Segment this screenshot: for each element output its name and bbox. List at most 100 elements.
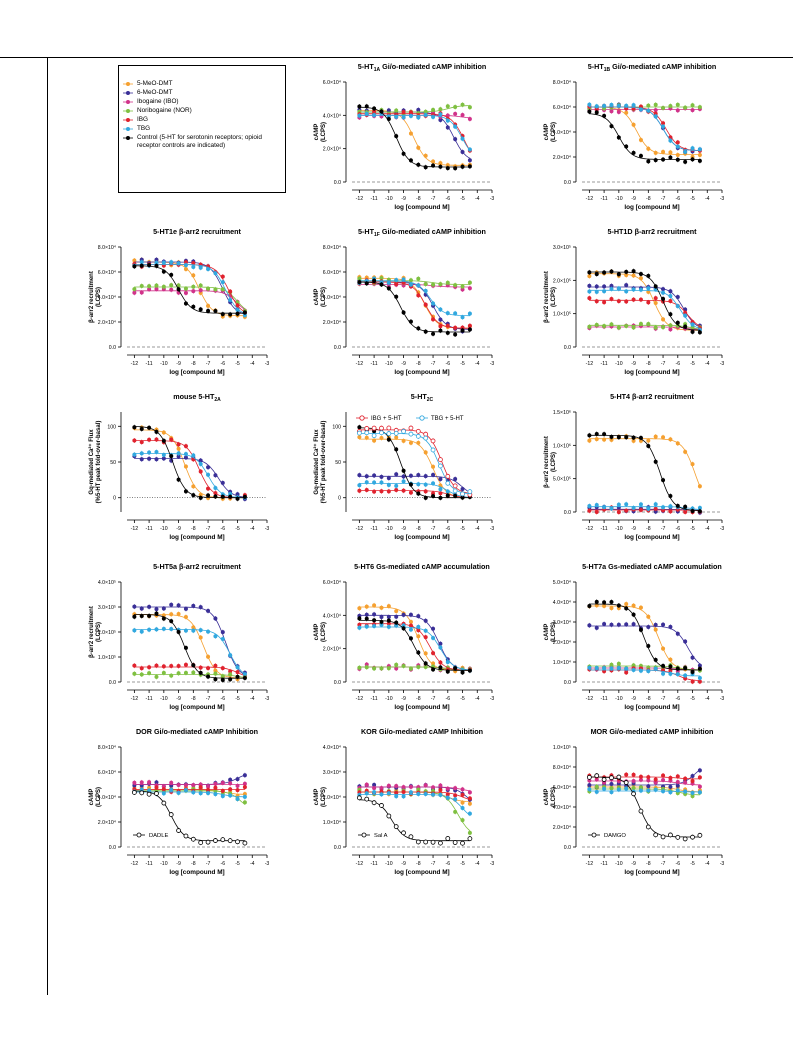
x-tick-label: -9 (176, 526, 181, 532)
data-point (408, 784, 413, 789)
data-point (131, 790, 137, 795)
data-point (668, 832, 673, 838)
data-point (638, 435, 643, 440)
data-point (416, 634, 421, 639)
data-point (379, 480, 384, 485)
fit-curve (359, 475, 471, 493)
data-point (675, 108, 680, 113)
data-point (386, 618, 391, 623)
data-point (460, 670, 465, 675)
x-tick-label: -5 (235, 361, 240, 367)
data-point (372, 624, 377, 629)
data-point (408, 490, 413, 495)
chart-panel: KOR Gi/o-mediated cAMP Inhibition 0.0 1.0×… (280, 725, 505, 890)
data-point (176, 261, 181, 266)
data-point (364, 104, 369, 109)
data-point (631, 603, 636, 608)
data-point (445, 118, 450, 123)
data-point (139, 290, 144, 295)
x-tick-label: -12 (586, 361, 594, 367)
x-axis-label: log [compound M] (624, 869, 679, 876)
fit-curve (589, 271, 700, 331)
fit-curve (134, 265, 245, 314)
data-point (176, 451, 181, 456)
data-point (386, 489, 391, 494)
data-point (594, 284, 599, 289)
top-rule (0, 57, 793, 58)
data-point (460, 792, 465, 797)
y-tick-label: 6.0×10⁴ (98, 770, 116, 776)
data-point (147, 780, 152, 785)
data-point (646, 322, 651, 327)
data-point (594, 503, 599, 508)
data-point (668, 624, 673, 629)
chart-panel: MOR Gi/o-mediated cAMP inhibition 0.0 2.0×… (510, 725, 735, 890)
data-point (431, 159, 436, 164)
data-point (460, 315, 465, 320)
data-point (169, 673, 174, 678)
data-point (357, 280, 362, 285)
data-point (661, 789, 666, 794)
data-point (661, 105, 666, 110)
data-point (213, 473, 218, 478)
x-tick-label: -6 (220, 861, 225, 867)
data-point (154, 283, 159, 288)
data-point (653, 627, 658, 632)
data-point (624, 670, 629, 675)
data-point (132, 438, 137, 443)
y-tick-label: 0 (338, 496, 341, 502)
chart-title-subscript: 2C (427, 397, 434, 403)
fit-curve (359, 111, 471, 159)
data-point (438, 112, 443, 117)
chart-title-main: 5-HT (358, 62, 375, 71)
data-point (594, 777, 599, 782)
chart-svg: 5-HT1F Gi/o-mediated cAMP inhibition 0.0 2… (314, 227, 494, 376)
data-point (228, 312, 233, 317)
data-point (183, 645, 188, 650)
chart-title-main: 5-HT7a Gs-mediated cAMP accumulation (582, 562, 722, 571)
chart-title-main: 5-HT6 Gs-mediated cAMP accumulation (354, 562, 490, 571)
data-point (364, 480, 369, 485)
data-point (430, 447, 436, 453)
data-point (408, 440, 413, 445)
data-point (206, 286, 211, 291)
data-point (467, 158, 472, 163)
data-point (453, 786, 458, 791)
data-point (438, 783, 443, 788)
data-point (660, 834, 666, 840)
data-point (191, 603, 196, 608)
chart-svg: DOR Gi/o-mediated cAMP Inhibition 0.0 2.0×… (89, 727, 269, 876)
data-point (132, 264, 137, 269)
data-point (668, 437, 673, 442)
data-point (683, 449, 688, 454)
x-tick-label: -11 (371, 526, 378, 532)
data-point (198, 307, 203, 312)
fit-curve (359, 619, 470, 671)
y-tick-label: 0.0 (109, 845, 116, 851)
y-tick-label: 3.0×10⁵ (553, 245, 571, 251)
data-point (176, 454, 181, 459)
x-tick-label: -3 (720, 861, 725, 867)
data-point (690, 790, 695, 795)
data-point (661, 671, 666, 676)
data-point (364, 111, 369, 116)
data-point (408, 431, 414, 437)
data-point (638, 507, 643, 512)
data-point (675, 774, 680, 779)
data-point (198, 840, 204, 846)
data-point (394, 294, 399, 299)
data-point (394, 114, 399, 119)
data-point (235, 665, 240, 670)
data-point (438, 307, 443, 312)
data-point (408, 473, 413, 478)
y-tick-label: 2.0×10⁵ (553, 278, 571, 284)
data-point (631, 786, 636, 791)
data-point (675, 834, 681, 840)
data-point (183, 444, 188, 449)
data-point (206, 608, 211, 613)
data-point (431, 282, 436, 287)
data-point (220, 494, 225, 499)
data-point (460, 491, 465, 497)
data-point (408, 425, 414, 431)
data-point (401, 626, 406, 631)
